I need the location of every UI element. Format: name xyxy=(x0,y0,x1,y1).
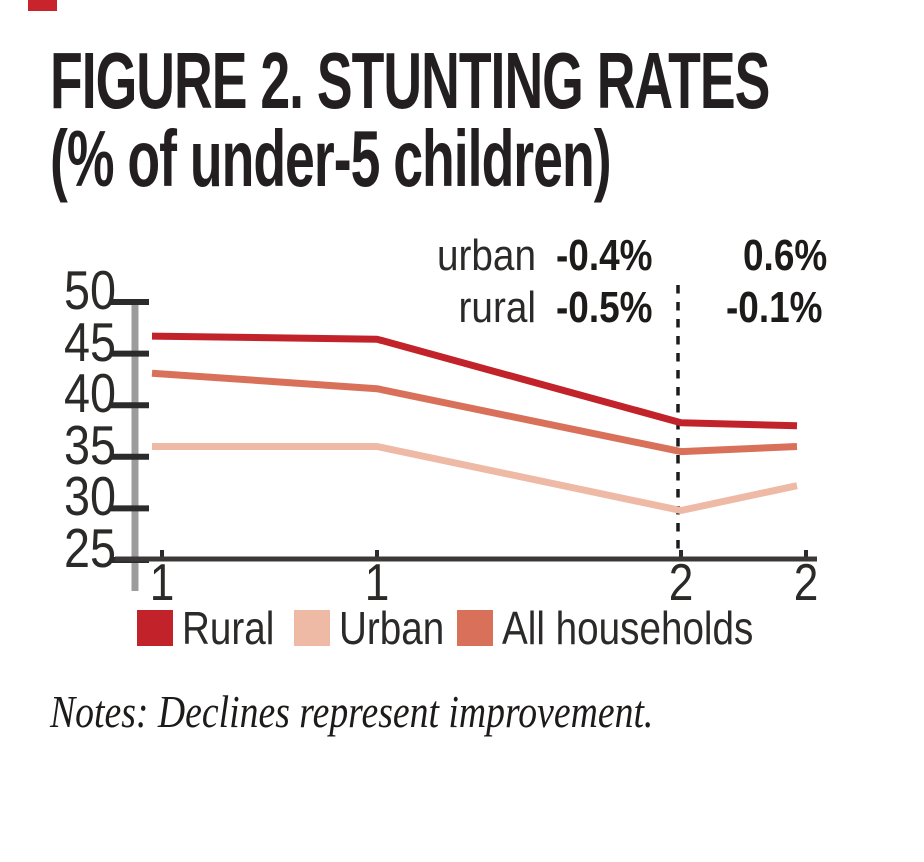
legend-label-rural: Rural xyxy=(182,602,275,654)
y-tick-label-50: 50 xyxy=(63,259,116,321)
legend-item-rural: Rural xyxy=(137,602,292,654)
figure-title-line2: (% of under-5 children) xyxy=(50,114,612,203)
legend-label-all-households: All households xyxy=(502,602,754,654)
x-tick-label-3: 2 xyxy=(793,554,819,612)
all-households-swatch-icon xyxy=(457,610,493,646)
y-ticks xyxy=(111,299,149,563)
legend-item-all-households: All households xyxy=(457,602,801,654)
annotation-rural-after-value: -0.1% xyxy=(726,283,823,332)
series-line-rural xyxy=(151,332,798,430)
figure-title: FIGURE 2. STUNTING RATES (% of under-5 c… xyxy=(50,36,770,203)
y-tick-label-40: 40 xyxy=(63,362,116,425)
annotation-row-urban: urban -0.4% 0.6% xyxy=(0,230,924,282)
annotation-urban-before-value: -0.4% xyxy=(556,231,653,280)
series-line-urban xyxy=(152,443,798,514)
annotation-rural-label: rural xyxy=(458,283,536,332)
y-tick-label-30: 30 xyxy=(63,465,116,528)
legend-label-urban: Urban xyxy=(339,602,445,654)
series-lines xyxy=(151,332,798,514)
rural-swatch-icon xyxy=(137,610,173,646)
legend-item-urban: Urban xyxy=(294,602,464,654)
figure-notes: Notes: Declines represent improvement. xyxy=(50,686,654,737)
annotation-urban-after-value: 0.6% xyxy=(743,231,828,280)
annotation-urban-label: urban xyxy=(436,231,536,280)
x-tick-label-2: 2 xyxy=(668,554,694,612)
page-corner-mark xyxy=(28,0,57,11)
y-axis xyxy=(131,299,139,591)
figure-title-line1: FIGURE 2. STUNTING RATES xyxy=(50,36,770,125)
y-tick-label-35: 35 xyxy=(63,413,116,476)
annotation-row-rural: rural -0.5% -0.1% xyxy=(0,282,924,334)
annotation-rural-before-value: -0.5% xyxy=(556,283,653,332)
y-tick-label-25: 25 xyxy=(63,517,116,579)
y-tick-label-45: 45 xyxy=(63,310,116,373)
x-tick-label-0: 1 xyxy=(149,554,175,612)
series-line-all-households xyxy=(151,369,798,456)
x-tick-label-1: 1 xyxy=(364,554,390,612)
urban-swatch-icon xyxy=(294,610,330,646)
